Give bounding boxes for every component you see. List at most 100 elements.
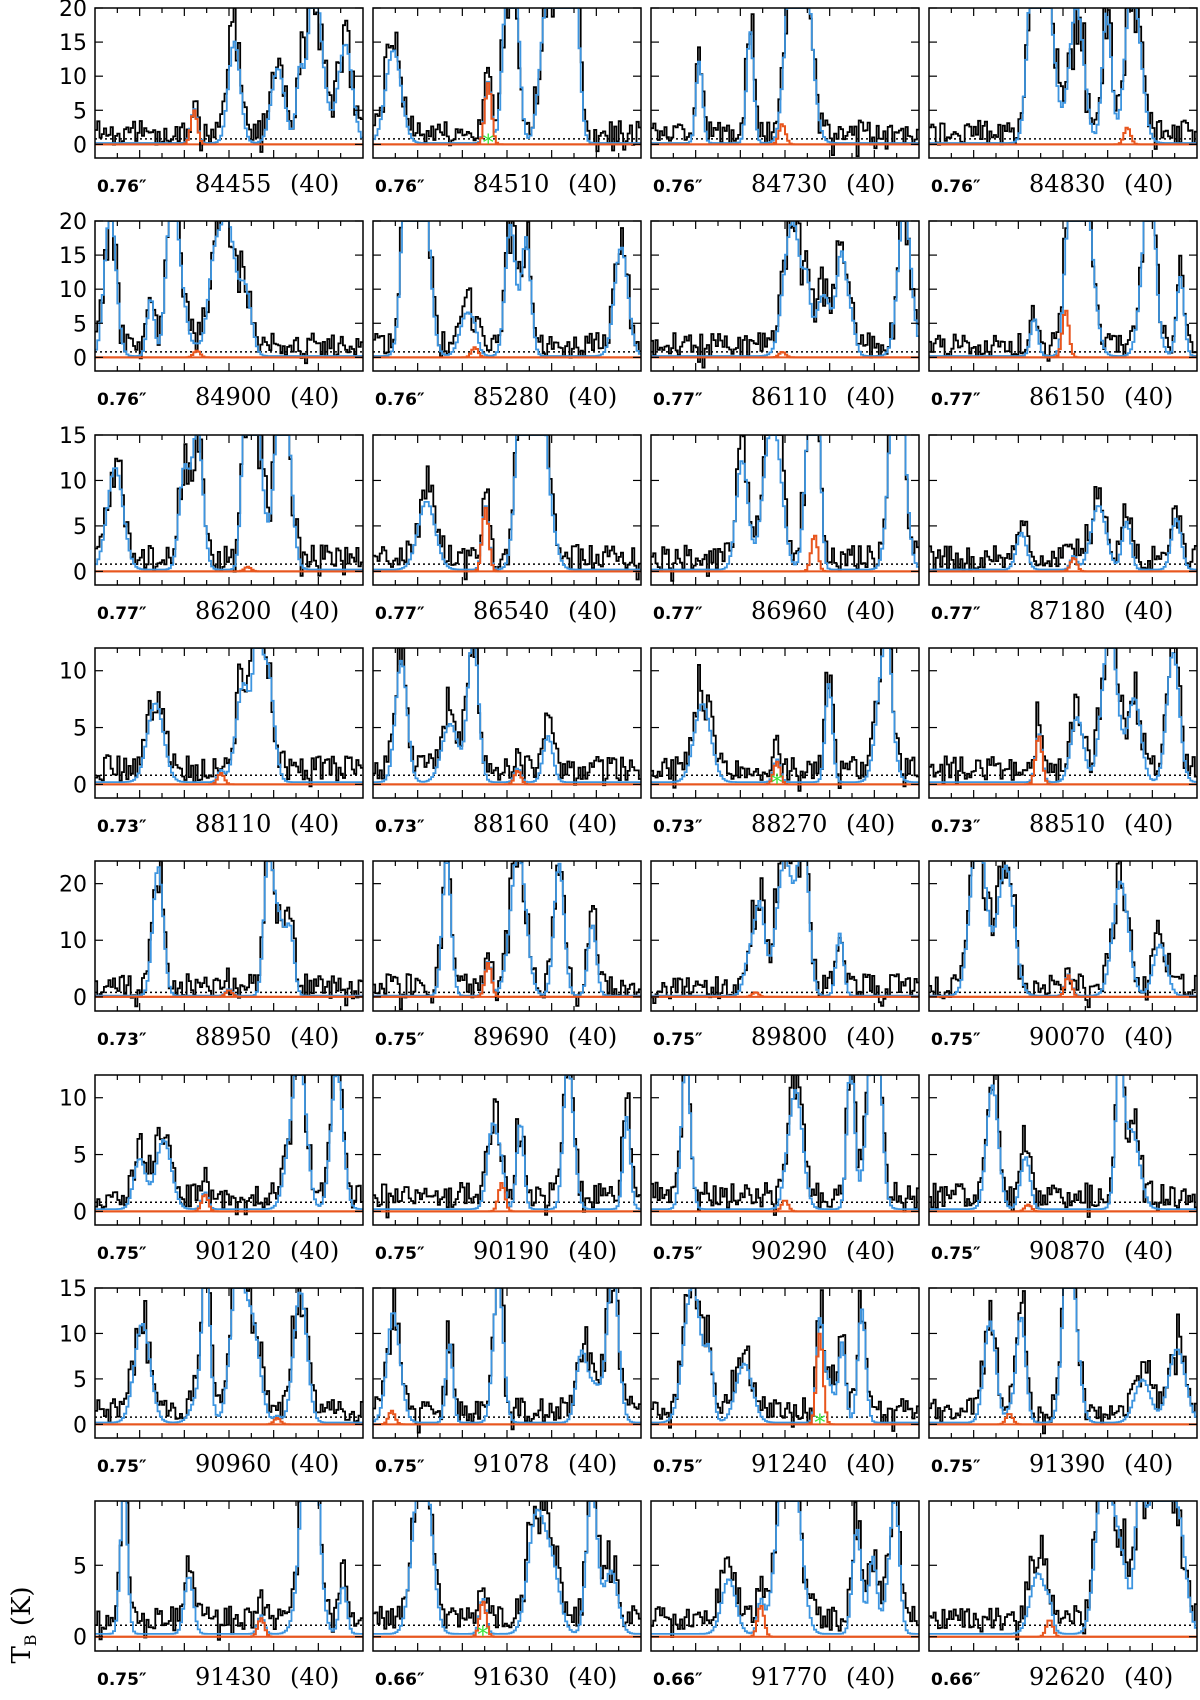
channel-count-label: (40) — [846, 170, 895, 198]
beam-size-label: 0.77″ — [931, 604, 981, 624]
model-all-spectrum — [95, 861, 363, 997]
model-all-spectrum — [651, 1288, 919, 1424]
frequency-label: 91630 — [473, 1663, 549, 1691]
channel-count-label: (40) — [1124, 597, 1173, 625]
observed-spectrum — [651, 1288, 919, 1432]
y-tick-label: 10 — [59, 1087, 87, 1112]
y-tick-label: 20 — [59, 873, 87, 898]
spectrum-traces — [373, 1288, 641, 1434]
spectrum-traces — [373, 861, 641, 1011]
model-species-spectrum — [929, 309, 1197, 359]
channel-count-label: (40) — [846, 1237, 895, 1265]
channel-count-label: (40) — [568, 170, 617, 198]
model-species-spectrum — [95, 1193, 363, 1213]
spectrum-panel: 0.75″ 90070 (40) — [928, 860, 1198, 1051]
panel-frame — [928, 1500, 1198, 1652]
spectrum-traces — [929, 1288, 1197, 1435]
y-tick-label: 15 — [59, 31, 87, 56]
model-species-spectrum — [95, 989, 363, 998]
spectrum-panel: 0.75″ 91390 (40) — [928, 1287, 1198, 1478]
channel-count-label: (40) — [290, 1237, 339, 1265]
observed-spectrum — [95, 8, 363, 153]
observed-spectrum — [929, 1501, 1197, 1641]
beam-size-label: 0.76″ — [375, 390, 425, 410]
frequency-label: 86540 — [473, 597, 549, 625]
beam-size-label: 0.75″ — [931, 1457, 981, 1477]
frequency-label: 89800 — [751, 1023, 827, 1051]
spectrum-panel: 0 5 10 15 0.77″ 86200 (40) — [59, 424, 364, 625]
model-all-spectrum — [929, 221, 1197, 357]
beam-size-label: 0.75″ — [97, 1670, 147, 1690]
spectrum-traces — [373, 1501, 641, 1638]
model-species-spectrum — [651, 534, 919, 573]
spectrum-panel: 0.77″ 86150 (40) — [928, 220, 1198, 411]
frequency-label: 91770 — [751, 1663, 827, 1691]
y-tick-label: 5 — [73, 515, 87, 540]
channel-count-label: (40) — [846, 1663, 895, 1691]
channel-count-label: (40) — [1124, 810, 1173, 838]
model-all-spectrum — [651, 861, 919, 997]
model-all-spectrum — [929, 861, 1197, 997]
spectrum-panel: 0.77″ 86960 (40) — [650, 434, 920, 625]
channel-count-label: (40) — [568, 1237, 617, 1265]
spectrum-traces — [929, 1075, 1197, 1218]
spectrum-traces — [651, 8, 919, 157]
observed-spectrum — [651, 861, 919, 1007]
y-tick-label: 10 — [59, 929, 87, 954]
beam-size-label: 0.75″ — [375, 1244, 425, 1264]
spectrum-panel: 0 5 10 15 20 0.76″ 84455 (40) — [59, 0, 364, 198]
observed-spectrum — [373, 435, 641, 581]
beam-size-label: 0.76″ — [931, 177, 981, 197]
y-tick-label: 0 — [73, 773, 87, 798]
spectrum-panel: 0.77″ 86540 (40) — [372, 434, 642, 625]
channel-count-label: (40) — [290, 1450, 339, 1478]
channel-count-label: (40) — [290, 1023, 339, 1051]
spectrum-panel: 0.77″ 87180 (40) — [928, 434, 1198, 625]
observed-spectrum — [95, 861, 363, 1008]
model-species-spectrum — [651, 1605, 919, 1638]
spectrum-traces — [929, 221, 1197, 362]
y-tick-label: 0 — [73, 346, 87, 371]
spectrum-traces — [373, 8, 641, 153]
channel-count-label: (40) — [846, 1450, 895, 1478]
model-all-spectrum — [95, 435, 363, 571]
beam-size-label: 0.73″ — [375, 817, 425, 837]
y-tick-label: 0 — [73, 986, 87, 1011]
frequency-label: 89690 — [473, 1023, 549, 1051]
observed-spectrum — [373, 1288, 641, 1434]
model-species-spectrum — [929, 126, 1197, 146]
spectrum-panel: 0.73″ 88160 (40) — [372, 647, 642, 838]
beam-size-label: 0.73″ — [97, 1030, 147, 1050]
frequency-label: 91390 — [1029, 1450, 1105, 1478]
beam-size-label: 0.75″ — [375, 1030, 425, 1050]
spectrum-traces — [651, 1501, 919, 1638]
beam-size-label: 0.66″ — [931, 1670, 981, 1690]
observed-spectrum — [373, 1075, 641, 1219]
model-species-spectrum — [929, 1203, 1197, 1213]
beam-size-label: 0.75″ — [931, 1244, 981, 1264]
y-tick-label: 15 — [59, 1277, 87, 1302]
spectrum-traces — [95, 8, 363, 153]
spectrum-panel: * 0.75″ 91240 (40) — [650, 1287, 920, 1478]
model-all-spectrum — [929, 1075, 1197, 1210]
spectrum-traces — [929, 861, 1197, 1009]
channel-count-label: (40) — [846, 1023, 895, 1051]
observed-spectrum — [373, 221, 641, 359]
spectrum-panel: 0 5 10 0.75″ 90120 (40) — [59, 1074, 364, 1265]
spectrum-traces — [95, 861, 363, 1008]
beam-size-label: 0.77″ — [653, 604, 703, 624]
model-species-spectrum — [651, 351, 919, 359]
observed-spectrum — [95, 1501, 363, 1641]
channel-count-label: (40) — [568, 597, 617, 625]
channel-count-label: (40) — [290, 597, 339, 625]
spectrum-traces — [651, 221, 919, 369]
spectrum-panel: 0 10 20 0.73″ 88950 (40) — [59, 860, 364, 1051]
model-all-spectrum — [651, 221, 919, 357]
frequency-label: 84830 — [1029, 170, 1105, 198]
observed-spectrum — [929, 648, 1197, 785]
observed-spectrum — [95, 221, 363, 365]
model-species-spectrum — [929, 735, 1197, 786]
channel-count-label: (40) — [568, 1450, 617, 1478]
beam-size-label: 0.73″ — [931, 817, 981, 837]
model-all-spectrum — [95, 648, 363, 783]
